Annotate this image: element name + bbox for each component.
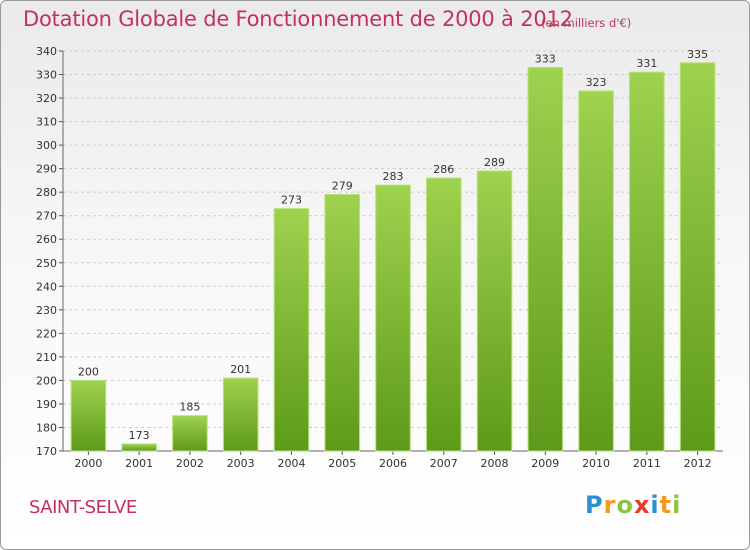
bar-2009 (527, 66, 564, 452)
x-tick-label: 2000 (74, 457, 102, 470)
data-label: 200 (78, 365, 99, 378)
bar-2004 (273, 208, 310, 452)
data-label: 331 (636, 57, 657, 70)
data-label: 289 (484, 156, 505, 169)
bar-2001 (121, 443, 157, 452)
y-tick-label: 240 (36, 280, 57, 293)
bars (70, 62, 716, 452)
bar-2002 (172, 415, 208, 452)
y-tick-label: 320 (36, 92, 57, 105)
x-tick-label: 2011 (633, 457, 661, 470)
y-tick-label: 260 (36, 233, 57, 246)
x-tick-label: 2008 (481, 457, 509, 470)
bar-2012 (679, 62, 716, 452)
y-tick-label: 200 (36, 374, 57, 387)
chart-title: Dotation Globale de Fonctionnement de 20… (23, 7, 573, 31)
y-tick-label: 310 (36, 116, 57, 129)
bar-2006 (375, 184, 411, 452)
chart-subtitle: (en milliers d'€) (541, 16, 632, 30)
x-tick-label: 2005 (328, 457, 356, 470)
bar-2011 (629, 71, 665, 452)
x-tick-label: 2009 (531, 457, 559, 470)
y-tick-label: 170 (36, 445, 57, 458)
data-label: 279 (332, 180, 353, 193)
y-tick-label: 290 (36, 163, 57, 176)
x-tick-label: 2002 (176, 457, 204, 470)
y-tick-label: 190 (36, 398, 57, 411)
x-tick-label: 2001 (125, 457, 153, 470)
data-label: 273 (281, 194, 302, 207)
y-tick-label: 230 (36, 304, 57, 317)
bar-2000 (70, 379, 107, 452)
y-tick-label: 270 (36, 210, 57, 223)
y-tick-label: 280 (36, 186, 57, 199)
x-tick-label: 2004 (277, 457, 305, 470)
bar-2005 (324, 194, 360, 452)
y-tick-label: 330 (36, 69, 57, 82)
y-tick-label: 340 (36, 45, 57, 58)
bar-2007 (426, 177, 462, 452)
x-tick-label: 2006 (379, 457, 407, 470)
proxiti-logo: Proxiti (585, 491, 682, 519)
y-tick-label: 180 (36, 421, 57, 434)
data-label: 185 (179, 401, 200, 414)
x-tick-label: 2012 (684, 457, 712, 470)
y-tick-label: 220 (36, 327, 57, 340)
bar-2003 (222, 377, 259, 452)
data-label: 323 (586, 76, 607, 89)
y-tick-label: 250 (36, 257, 57, 270)
data-label: 333 (535, 52, 556, 65)
data-label: 283 (383, 170, 404, 183)
labels: 170 180 190 200 210 220 230 240 250 260 270 280 290 3… (36, 45, 712, 470)
x-tick-label: 2003 (227, 457, 255, 470)
data-label: 286 (433, 163, 454, 176)
bar-2008 (476, 170, 513, 452)
commune-name: SAINT-SELVE (29, 497, 137, 518)
data-label: 201 (230, 363, 251, 376)
bar-2010 (578, 90, 614, 452)
x-tick-label: 2010 (582, 457, 610, 470)
y-tick-label: 210 (36, 351, 57, 364)
y-tick-label: 300 (36, 139, 57, 152)
data-label: 173 (129, 429, 150, 442)
data-label: 335 (687, 48, 708, 61)
x-tick-label: 2007 (430, 457, 458, 470)
